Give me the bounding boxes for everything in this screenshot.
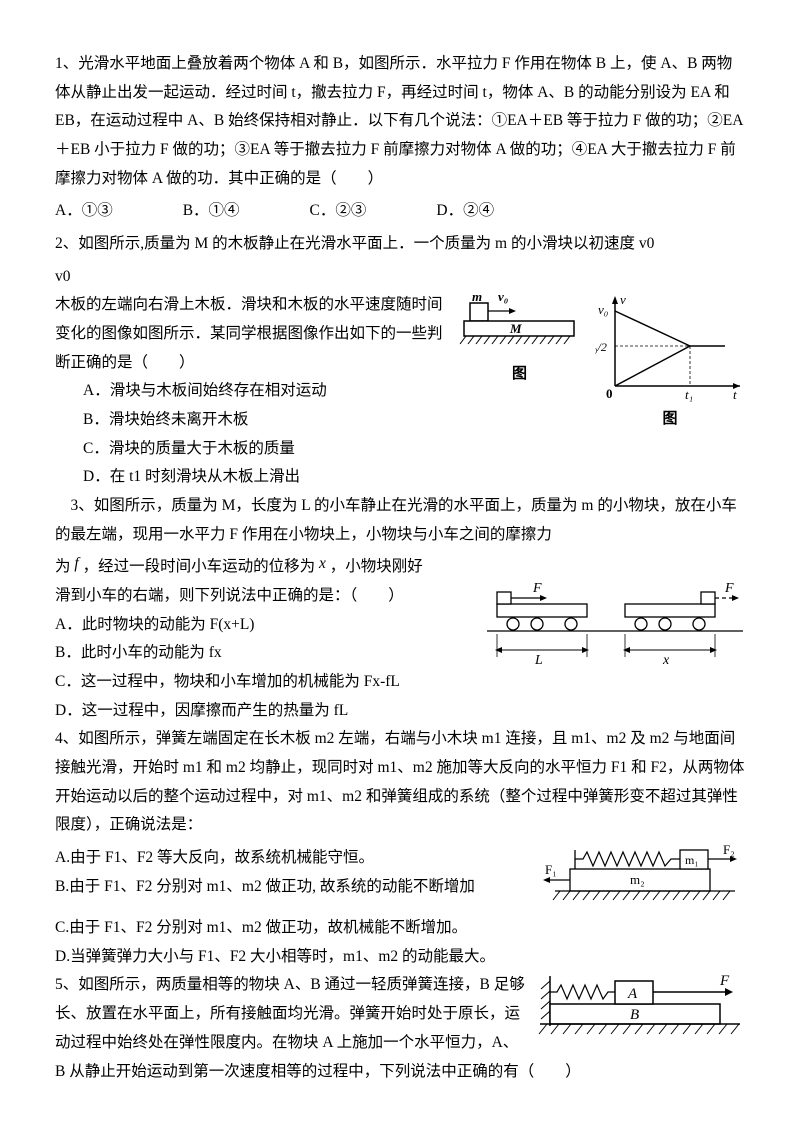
question-1: 1、光滑水平地面上叠放着两个物体 A 和 B，如图所示．水平拉力 F 作用在物体… — [55, 50, 745, 193]
q2-graph-caption: 图 — [595, 406, 745, 434]
svg-text:m₁: m₁ — [685, 853, 699, 867]
svg-text:v: v — [620, 292, 626, 307]
q4-figure: F₁ F₂ m₁ m₂ — [535, 844, 745, 914]
svg-text:F: F — [532, 582, 542, 596]
q4-opt-d: D.当弹簧弹力大小与 F1、F2 大小相等时，m1、m2 的动能最大。 — [55, 943, 745, 972]
svg-text:A: A — [627, 986, 638, 1002]
cart-block-icon: F F L x — [485, 582, 745, 682]
q3-figure: F F L x — [485, 582, 745, 682]
q2-graph-figure: v₀ v₀/2 0 t₁ t v 图 — [595, 291, 745, 434]
svg-text:F₂: F₂ — [723, 844, 735, 857]
q3-l1: 3、如图所示，质量为 M，长度为 L 的小车静止在光滑的水平面上，质量为 m 的… — [55, 497, 737, 543]
q3-body: F F L x — [55, 582, 745, 725]
question-2: 2、如图所示,质量为 M 的木板静止在光滑水平面上．一个质量为 m 的小滑块以初… — [55, 230, 745, 259]
q1-opt-c: C．②③ — [310, 197, 367, 226]
q3-l2b: ，经过一段时间小车运动的位移为 — [83, 558, 316, 575]
svg-text:F: F — [724, 582, 734, 596]
q2-v0-line: v0 — [55, 263, 745, 292]
q4-body: F₁ F₂ m₁ m₂ A.由于 F1、F2 等大反向，故系统机械能守恒。 B. — [55, 844, 745, 971]
q2-body: v₀ v₀/2 0 t₁ t v 图 m v₀ M — [55, 291, 745, 492]
svg-text:v₀: v₀ — [598, 302, 608, 317]
svg-text:M: M — [509, 321, 522, 336]
q1-text: 1、光滑水平地面上叠放着两个物体 A 和 B，如图所示．水平拉力 F 作用在物体… — [55, 55, 743, 187]
svg-text:t₁: t₁ — [685, 387, 693, 402]
q3-l2a: 为 — [55, 558, 71, 575]
svg-text:v₀/2: v₀/2 — [595, 340, 607, 354]
question-4: 4、如图所示，弹簧左端固定在长木板 m2 左端，右端与小木块 m1 连接，且 m… — [55, 725, 745, 840]
q1-opt-b: B．①④ — [183, 197, 240, 226]
question-3: 3、如图所示，质量为 M，长度为 L 的小车静止在光滑的水平面上，质量为 m 的… — [55, 492, 745, 549]
svg-text:m₂: m₂ — [630, 872, 645, 887]
q1-opt-a: A．①③ — [55, 197, 113, 226]
q3-x-var: x — [319, 555, 326, 572]
q5-figure: B A F — [535, 971, 745, 1046]
svg-text:B: B — [630, 1007, 639, 1023]
q2-opt-d: D．在 t1 时刻滑块从木板上滑出 — [83, 463, 745, 492]
svg-text:F₁: F₁ — [545, 862, 557, 877]
svg-text:0: 0 — [606, 386, 613, 401]
svg-text:v₀: v₀ — [498, 291, 508, 304]
q2-intro: 2、如图所示,质量为 M 的木板静止在光滑水平面上．一个质量为 m 的小滑块以初… — [55, 235, 654, 252]
velocity-time-graph: v₀ v₀/2 0 t₁ t v — [595, 291, 745, 406]
q3-l2c: ，小物块刚好 — [330, 558, 423, 575]
svg-text:F: F — [719, 973, 730, 989]
q4-opt-c: C.由于 F1、F2 分别对 m1、m2 做正功，故机械能不断增加。 — [55, 914, 745, 943]
block-on-plank-icon: m v₀ M — [452, 291, 587, 361]
svg-text:L: L — [534, 653, 543, 668]
svg-text:m: m — [472, 291, 482, 304]
q2-opt-c: C．滑块的质量大于木板的质量 — [83, 435, 745, 464]
spring-blocks-icon: F₁ F₂ m₁ m₂ — [535, 844, 745, 914]
svg-text:t: t — [733, 387, 737, 402]
q3-f-var: f — [74, 555, 78, 572]
q1-opt-d: D．②④ — [436, 197, 494, 226]
svg-text:x: x — [662, 653, 670, 668]
q2-block-figure: m v₀ M 图 — [452, 291, 587, 389]
question-5: B A F 5、如图所示，两质量相等的物 — [55, 971, 745, 1086]
q5-text: 5、如图所示，两质量相等的物块 A、B 通过一轻质弹簧连接，B 足够长、放置在水… — [55, 976, 581, 1079]
q1-options: A．①③ B．①④ C．②③ D．②④ — [55, 197, 745, 226]
q3-l2: 为 f ，经过一段时间小车运动的位移为 x ，小物块刚好 — [55, 553, 745, 582]
spring-ab-icon: B A F — [535, 971, 745, 1046]
q2-block-caption: 图 — [452, 361, 587, 389]
q3-opt-d: D．这一过程中，因摩擦而产生的热量为 fL — [55, 697, 745, 726]
q4-text: 4、如图所示，弹簧左端固定在长木板 m2 左端，右端与小木块 m1 连接，且 m… — [55, 730, 744, 833]
